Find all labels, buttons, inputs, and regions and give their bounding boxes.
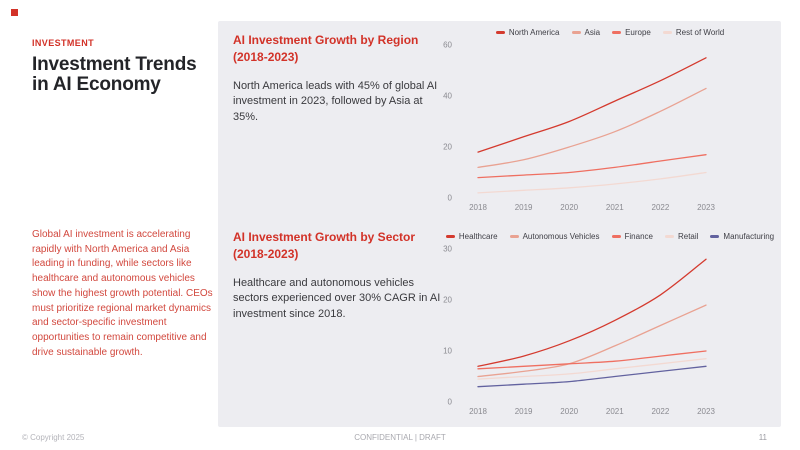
legend-label: Rest of World bbox=[675, 28, 725, 37]
summary-text: Global AI investment is accelerating rap… bbox=[32, 229, 213, 358]
x-tick-label: 2021 bbox=[606, 407, 624, 416]
y-tick-label: 30 bbox=[443, 245, 452, 254]
heading-line: (2018-2023) bbox=[233, 247, 299, 261]
region-chart-legend: North America Asia Europe Rest of World bbox=[440, 28, 780, 37]
legend-label: Europe bbox=[625, 28, 651, 37]
section-region-heading: AI Investment Growth by Region (2018-202… bbox=[233, 32, 445, 66]
region-growth-chart: North America Asia Europe Rest of World 0 20… bbox=[440, 26, 780, 218]
x-tick-label: 2020 bbox=[560, 203, 578, 212]
sector-growth-chart: Healthcare Autonomous Vehicles Finance Reta… bbox=[440, 230, 780, 422]
legend-item-north-america: North America bbox=[495, 28, 560, 37]
y-tick-label: 0 bbox=[448, 398, 453, 407]
footer: © Copyright 2025 CONFIDENTIAL | DRAFT 11 bbox=[0, 431, 800, 445]
slide-title: Investment Trends in AI Economy bbox=[32, 54, 197, 95]
classification-text: CONFIDENTIAL | DRAFT bbox=[354, 433, 446, 442]
legend-item-retail: Retail bbox=[664, 232, 699, 241]
section-sector-heading: AI Investment Growth by Sector (2018-202… bbox=[233, 229, 445, 263]
series-line-rest-of-world bbox=[477, 171, 707, 194]
y-tick-label: 20 bbox=[443, 143, 452, 152]
x-tick-label: 2021 bbox=[606, 203, 624, 212]
heading-line: AI Investment Growth by Sector bbox=[233, 230, 416, 244]
section-region-body: North America leads with 45% of global A… bbox=[233, 80, 438, 123]
copyright-text: © Copyright 2025 bbox=[22, 433, 85, 442]
legend-swatch-icon bbox=[445, 235, 455, 238]
series-line-asia bbox=[477, 87, 707, 169]
brand-mark bbox=[11, 9, 18, 16]
y-tick-label: 0 bbox=[448, 194, 453, 203]
x-tick-label: 2023 bbox=[697, 203, 715, 212]
legend-label: Healthcare bbox=[458, 232, 498, 241]
y-tick-label: 20 bbox=[443, 296, 452, 305]
y-tick-label: 40 bbox=[443, 92, 452, 101]
legend-item-finance: Finance bbox=[611, 232, 653, 241]
legend-label: Finance bbox=[624, 232, 653, 241]
legend-swatch-icon bbox=[662, 31, 672, 34]
legend-swatch-icon bbox=[710, 235, 720, 238]
legend-swatch-icon bbox=[495, 31, 505, 34]
series-line-healthcare bbox=[477, 258, 707, 367]
y-tick-label: 60 bbox=[443, 41, 452, 50]
section-region: AI Investment Growth by Region (2018-202… bbox=[233, 32, 445, 125]
legend-item-europe: Europe bbox=[612, 28, 651, 37]
legend-item-asia: Asia bbox=[571, 28, 601, 37]
legend-label: Manufacturing bbox=[723, 232, 775, 241]
legend-label: Retail bbox=[677, 232, 699, 241]
x-tick-label: 2019 bbox=[515, 203, 533, 212]
legend-item-manufacturing: Manufacturing bbox=[710, 232, 774, 241]
eyebrow-label: INVESTMENT bbox=[32, 38, 95, 48]
line-plot: 0 20 40 60 2018 2019 2020 2021 2022 2023 bbox=[443, 41, 715, 213]
x-tick-label: 2018 bbox=[469, 407, 487, 416]
section-sector-body: Healthcare and autonomous vehicles secto… bbox=[233, 277, 441, 320]
legend-label: Asia bbox=[584, 28, 601, 37]
legend-swatch-icon bbox=[611, 235, 621, 238]
legend-swatch-icon bbox=[664, 235, 674, 238]
legend-swatch-icon bbox=[612, 31, 622, 34]
series-line-manufacturing bbox=[477, 365, 707, 388]
line-plot: 0 10 20 30 2018 2019 2020 2021 2022 2023 bbox=[443, 245, 715, 417]
x-tick-label: 2023 bbox=[697, 407, 715, 416]
legend-label: Autonomous Vehicles bbox=[522, 232, 600, 241]
heading-line: (2018-2023) bbox=[233, 50, 299, 64]
legend-label: North America bbox=[508, 28, 560, 37]
legend-item-rest-of-world: Rest of World bbox=[662, 28, 725, 37]
heading-line: AI Investment Growth by Region bbox=[233, 33, 419, 47]
x-tick-label: 2020 bbox=[560, 407, 578, 416]
x-tick-label: 2018 bbox=[469, 203, 487, 212]
legend-swatch-icon bbox=[571, 31, 581, 34]
content-panel: AI Investment Growth by Region (2018-202… bbox=[218, 21, 781, 427]
x-tick-label: 2022 bbox=[652, 407, 670, 416]
y-tick-label: 10 bbox=[443, 347, 452, 356]
series-line-finance bbox=[477, 350, 707, 370]
series-line-europe bbox=[477, 154, 707, 179]
series-line-retail bbox=[477, 358, 707, 380]
sector-chart-legend: Healthcare Autonomous Vehicles Finance Reta… bbox=[440, 232, 780, 241]
page-number: 11 bbox=[758, 433, 767, 442]
series-line-autonomous-vehicles bbox=[477, 304, 707, 378]
legend-item-autonomous-vehicles: Autonomous Vehicles bbox=[509, 232, 600, 241]
legend-swatch-icon bbox=[509, 235, 519, 238]
x-tick-label: 2022 bbox=[652, 203, 670, 212]
section-sector: AI Investment Growth by Sector (2018-202… bbox=[233, 229, 445, 322]
x-tick-label: 2019 bbox=[515, 407, 533, 416]
series-line-north-america bbox=[477, 57, 707, 153]
legend-item-healthcare: Healthcare bbox=[445, 232, 498, 241]
